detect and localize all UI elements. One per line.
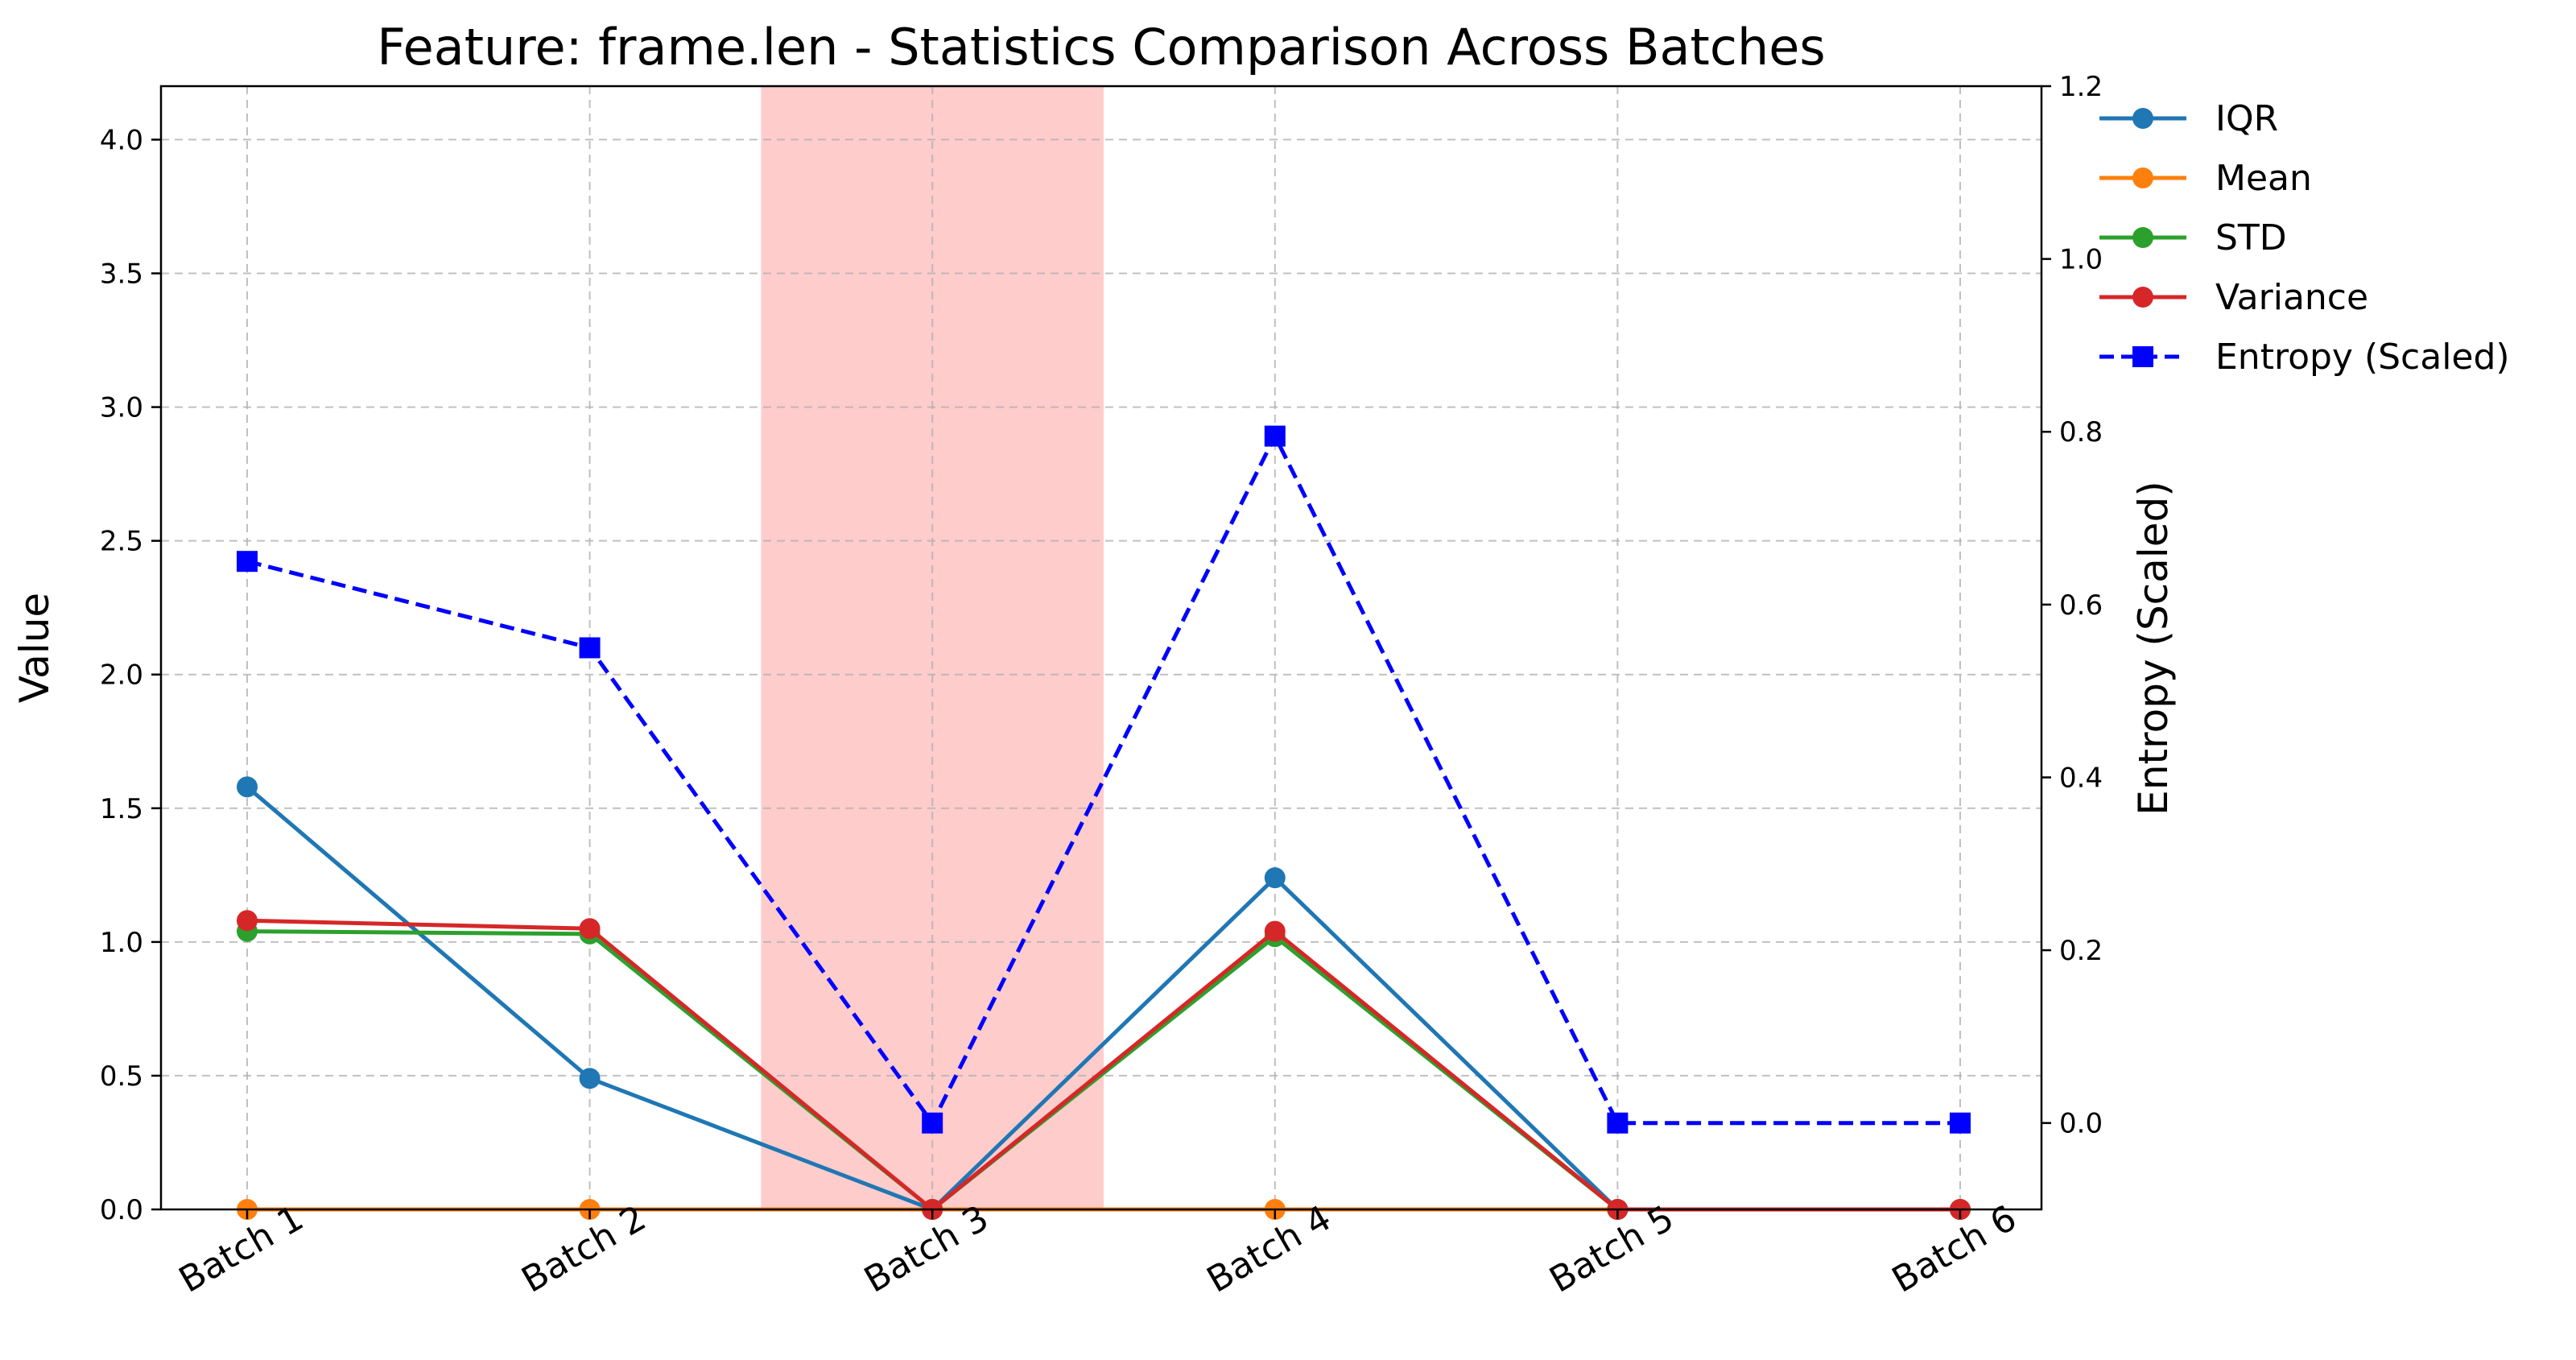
legend-item: IQR xyxy=(2099,98,2278,139)
y2-tick-label: 0.8 xyxy=(2059,416,2103,449)
legend-label: IQR xyxy=(2215,98,2278,139)
chart-title: Feature: frame.len - Statistics Comparis… xyxy=(377,18,1825,76)
data-point xyxy=(579,918,601,940)
y-tick-label: 0.5 xyxy=(100,1060,143,1093)
y-tick-label: 1.0 xyxy=(100,927,143,959)
legend-item: STD xyxy=(2099,217,2287,258)
y2-tick-label: 0.4 xyxy=(2059,762,2103,794)
legend-item: Mean xyxy=(2099,158,2312,199)
legend: IQR Mean STD Variance Entropy (Scaled) xyxy=(2099,98,2510,378)
y-tick-label: 2.0 xyxy=(100,659,143,692)
y-tick-label: 3.5 xyxy=(100,258,143,291)
y2-tick-label: 1.2 xyxy=(2059,71,2103,103)
y-tick-label: 2.5 xyxy=(100,526,143,558)
data-point xyxy=(579,1068,601,1089)
data-point xyxy=(237,776,258,798)
y2-axis-label: Entropy (Scaled) xyxy=(2130,481,2177,815)
legend-item: Entropy (Scaled) xyxy=(2099,337,2510,378)
legend-marker xyxy=(2132,346,2153,367)
y-tick-label: 1.5 xyxy=(100,793,143,825)
data-point xyxy=(1264,425,1286,447)
data-point xyxy=(922,1112,943,1134)
data-point xyxy=(237,910,258,932)
data-point xyxy=(1607,1112,1629,1134)
data-point xyxy=(1264,920,1286,942)
y-tick-label: 3.0 xyxy=(100,392,143,424)
legend-marker xyxy=(2132,227,2153,248)
y2-tick-label: 0.2 xyxy=(2059,935,2103,967)
legend-label: STD xyxy=(2215,217,2287,258)
legend-label: Entropy (Scaled) xyxy=(2215,337,2510,378)
legend-item: Variance xyxy=(2099,277,2368,318)
y-axis-label: Value xyxy=(11,593,58,703)
data-point xyxy=(1264,867,1286,889)
data-point xyxy=(1950,1112,1971,1134)
series-line-entropy-scaled xyxy=(246,434,1960,1126)
data-point xyxy=(579,637,601,659)
legend-marker xyxy=(2132,287,2153,308)
y-tick-label: 4.0 xyxy=(100,124,143,156)
legend-marker xyxy=(2132,167,2153,188)
y2-tick-label: 0.0 xyxy=(2059,1108,2103,1140)
data-point xyxy=(237,551,258,573)
plot-frame xyxy=(159,85,2043,1211)
legend-label: Mean xyxy=(2215,158,2312,199)
y2-tick-label: 1.0 xyxy=(2059,244,2103,276)
legend-marker xyxy=(2132,108,2153,129)
y2-tick-label: 0.6 xyxy=(2059,589,2103,622)
y-tick-label: 0.0 xyxy=(100,1194,143,1226)
legend-label: Variance xyxy=(2215,277,2368,318)
